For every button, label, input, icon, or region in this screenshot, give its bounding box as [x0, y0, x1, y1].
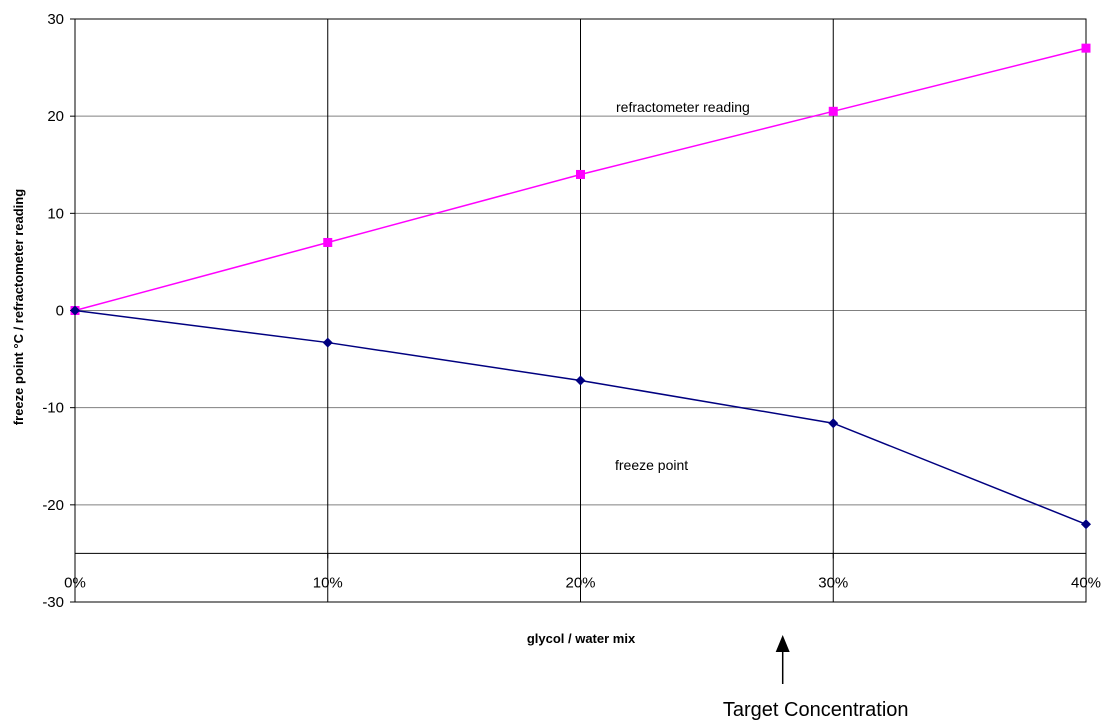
x-tick-label: 40%: [1071, 574, 1101, 591]
data-point-square: [828, 106, 838, 116]
y-tick-label: -20: [42, 497, 64, 514]
x-tick-label: 30%: [818, 574, 848, 591]
data-point-square: [323, 237, 333, 247]
annotation-label: Target Concentration: [723, 699, 909, 721]
y-tick-label: 20: [47, 108, 64, 125]
y-tick-label: -10: [42, 400, 64, 417]
x-tick-label: 20%: [565, 574, 595, 591]
y-tick-label: 10: [47, 205, 64, 222]
x-tick-label: 10%: [313, 574, 343, 591]
y-tick-label: 30: [47, 11, 64, 28]
x-axis-title: glycol / water mix: [527, 631, 636, 646]
x-tick-labels: 0% 10% 20% 30% 40%: [64, 553, 1101, 591]
data-point-diamond: [70, 305, 80, 316]
y-tick-label: -30: [42, 594, 64, 611]
data-point-diamond: [828, 418, 839, 429]
y-axis-title: freeze point °C / refractometer reading: [11, 189, 26, 425]
arrow-up-icon: [775, 635, 790, 652]
series-layer: [70, 43, 1091, 530]
data-point-square: [1081, 43, 1091, 53]
series-label-freeze-point: freeze point: [615, 457, 688, 473]
data-point-square: [576, 169, 585, 179]
y-tick-label: 0: [56, 303, 64, 320]
x-tick-label: 0%: [64, 574, 86, 591]
data-point-diamond: [1081, 519, 1091, 530]
target-annotation: Target Concentration: [723, 635, 909, 721]
grid-layer: [75, 19, 1086, 602]
data-point-diamond: [322, 337, 333, 348]
series-label-refractometer: refractometer reading: [616, 99, 750, 115]
y-tick-labels: 30 20 10 0 -10 -20 -30: [42, 11, 75, 611]
data-point-diamond: [575, 375, 586, 386]
